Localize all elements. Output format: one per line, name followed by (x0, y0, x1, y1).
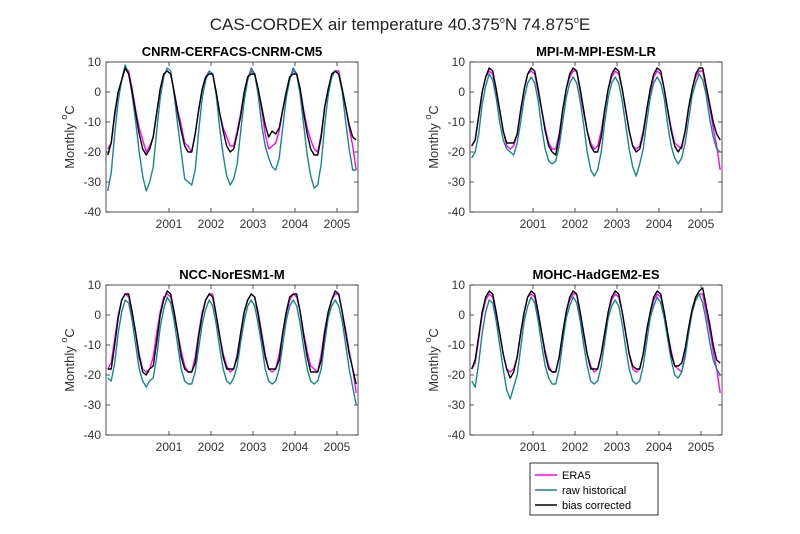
y-tick-label: -40 (84, 428, 102, 442)
subplot-title: MOHC-HadGEM2-ES (532, 267, 659, 282)
y-axis-label: Monthly oC (59, 328, 77, 392)
y-tick-label: -40 (448, 205, 466, 219)
x-tick-label: 2005 (688, 440, 715, 454)
subplot-grid: CNRM-CERFACS-CNRM-CM5 10 0 -10 -20 -30 -40 2001… (59, 44, 723, 454)
subplot-2: MPI-M-MPI-ESM-LR 10 0 -10 -20 -30 -40 2001 2002 2… (423, 44, 723, 231)
y-axis-label: Monthly oC (423, 328, 441, 392)
y-axis-label: Monthly oC (59, 105, 77, 169)
axes-frame (469, 284, 723, 436)
y-tick-label: -10 (84, 338, 102, 352)
plot-area (470, 285, 722, 435)
subplot-1: CNRM-CERFACS-CNRM-CM5 10 0 -10 -20 -30 -40 2001… (59, 44, 359, 231)
series-line-bias-corrected (107, 290, 357, 385)
x-tick-label: 2005 (324, 217, 351, 231)
y-tick-label: -30 (448, 175, 466, 189)
subplot-title: NCC-NorESM1-M (179, 267, 284, 282)
series-line-raw-historical (471, 293, 721, 400)
y-tick-label: 10 (88, 55, 102, 69)
x-tick-label: 2001 (156, 217, 183, 231)
x-tick-label: 2002 (562, 217, 589, 231)
x-tick-label: 2003 (240, 440, 267, 454)
y-tick-label: -40 (448, 428, 466, 442)
y-tick-label: -20 (84, 145, 102, 159)
subplot-title: CNRM-CERFACS-CNRM-CM5 (142, 44, 323, 59)
series-line-bias-corrected (471, 287, 721, 379)
y-tick-label: 0 (94, 85, 101, 99)
x-tick-label: 2003 (240, 217, 267, 231)
y-tick-label: -20 (448, 145, 466, 159)
x-tick-label: 2001 (520, 440, 547, 454)
legend-label-era5: ERA5 (562, 470, 591, 482)
x-tick-label: 2001 (156, 440, 183, 454)
y-tick-label: 10 (452, 55, 466, 69)
y-tick-label: -20 (84, 368, 102, 382)
y-tick-label: 0 (458, 85, 465, 99)
y-tick-label: 10 (88, 278, 102, 292)
plot-area (470, 62, 722, 212)
series-line-era5 (471, 70, 721, 171)
series-line-era5 (471, 293, 721, 394)
y-tick-label: -20 (448, 368, 466, 382)
subplot-3: NCC-NorESM1-M 10 0 -10 -20 -30 -40 2001 2002 2003… (59, 267, 359, 454)
x-tick-label: 2001 (520, 217, 547, 231)
axes-frame (105, 61, 359, 213)
series-line-bias-corrected (107, 67, 357, 156)
x-tick-label: 2004 (646, 217, 673, 231)
subplot-4: MOHC-HadGEM2-ES 10 0 -10 -20 -30 -40 2001 2002 20… (423, 267, 723, 454)
x-tick-label: 2004 (646, 440, 673, 454)
x-tick-label: 2004 (282, 440, 309, 454)
x-tick-label: 2003 (604, 217, 631, 231)
x-tick-label: 2002 (198, 217, 225, 231)
legend-label-raw: raw historical (562, 485, 626, 497)
x-tick-label: 2005 (688, 217, 715, 231)
x-tick-label: 2005 (324, 440, 351, 454)
x-tick-label: 2002 (198, 440, 225, 454)
x-tick-label: 2003 (604, 440, 631, 454)
legend: ERA5 raw historical bias corrected (529, 462, 659, 516)
series-line-bias-corrected (471, 67, 721, 156)
y-tick-label: -10 (84, 115, 102, 129)
legend-box (529, 462, 659, 516)
y-tick-label: 0 (458, 308, 465, 322)
y-tick-label: 0 (94, 308, 101, 322)
figure-title: CAS-CORDEX air temperature 40.375oN 74.8… (210, 15, 590, 34)
legend-label-bias: bias corrected (562, 500, 631, 512)
x-tick-label: 2004 (282, 217, 309, 231)
plot-area (106, 285, 358, 435)
y-tick-label: -10 (448, 115, 466, 129)
x-tick-label: 2002 (562, 440, 589, 454)
y-axis-label: Monthly oC (423, 105, 441, 169)
series-line-raw-historical (471, 73, 721, 177)
y-tick-label: -40 (84, 205, 102, 219)
y-tick-label: -30 (84, 398, 102, 412)
series-line-era5 (107, 67, 357, 171)
y-tick-label: -30 (448, 398, 466, 412)
y-tick-label: 10 (452, 278, 466, 292)
axes-frame (105, 284, 359, 436)
axes-frame (469, 61, 723, 213)
subplot-title: MPI-M-MPI-ESM-LR (536, 44, 656, 59)
series-line-raw-historical (107, 64, 357, 192)
y-tick-label: -30 (84, 175, 102, 189)
y-tick-label: -10 (448, 338, 466, 352)
series-line-raw-historical (107, 296, 357, 406)
